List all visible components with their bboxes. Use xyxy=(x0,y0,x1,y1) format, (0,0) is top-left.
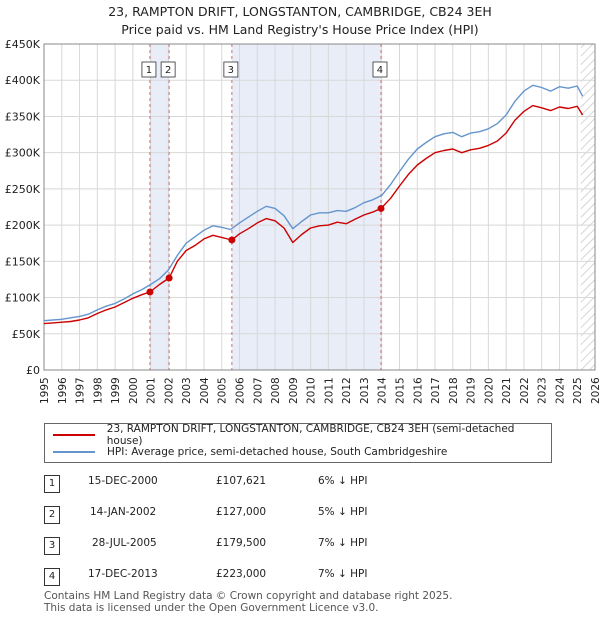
sale-price: £127,000 xyxy=(216,506,267,518)
sale-row: 2 14-JAN-2002 £127,000 5% ↓ HPI xyxy=(44,503,564,525)
x-tick-label: 2016 xyxy=(412,377,424,404)
x-tick-label: 2003 xyxy=(181,377,193,404)
forecast-hatch xyxy=(580,44,595,370)
x-tick-label: 2025 xyxy=(572,377,584,404)
hpi-line xyxy=(43,84,584,322)
sale-marker-box xyxy=(372,61,388,78)
x-tick-label: 2024 xyxy=(554,377,566,404)
x-tick-label: 2009 xyxy=(288,377,300,404)
x-tick-label: 2010 xyxy=(306,377,318,404)
x-tick-label: 2014 xyxy=(377,377,389,404)
sale-date: 28-JUL-2005 xyxy=(92,537,157,549)
sale-date: 14-JAN-2002 xyxy=(90,506,157,518)
sale-marker-box xyxy=(223,61,239,78)
x-tick-label: 2026 xyxy=(590,377,600,404)
sale-date: 17-DEC-2013 xyxy=(88,568,158,580)
legend-hpi-label: HPI: Average price, semi-detached house,… xyxy=(107,446,448,458)
y-tick-label: £350K xyxy=(5,110,41,123)
y-tick-label: £50K xyxy=(12,328,41,341)
sale-point xyxy=(146,288,154,296)
y-tick-label: £0 xyxy=(26,364,40,377)
sale-price: £179,500 xyxy=(216,537,267,549)
sale-badge: 2 xyxy=(44,506,60,524)
legend-property-label: 23, RAMPTON DRIFT, LONGSTANTON, CAMBRIDG… xyxy=(106,423,515,447)
y-tick-label: £450K xyxy=(5,38,41,51)
sale-hpi-diff: 6% ↓ HPI xyxy=(318,475,368,487)
x-tick-label: 2011 xyxy=(323,377,335,404)
sale-row: 3 28-JUL-2005 £179,500 7% ↓ HPI xyxy=(44,534,564,556)
x-tick-label: 2019 xyxy=(466,377,478,404)
y-tick-label: £100K xyxy=(5,292,41,305)
y-tick-label: £300K xyxy=(5,147,41,160)
sale-hpi-diff: 7% ↓ HPI xyxy=(318,568,368,580)
x-tick-label: 2018 xyxy=(448,377,460,404)
sale-badge: 4 xyxy=(44,568,60,586)
x-tick-label: 1995 xyxy=(39,377,51,404)
footer: Contains HM Land Registry data © Crown c… xyxy=(44,590,452,614)
y-tick-label: £400K xyxy=(5,74,41,87)
legend-item-property: 23, RAMPTON DRIFT, LONGSTANTON, CAMBRIDG… xyxy=(53,423,551,447)
x-tick-label: 1996 xyxy=(57,377,69,404)
chart-subtitle: Price paid vs. HM Land Registry's House … xyxy=(121,22,479,37)
sale-marker-label: 4 xyxy=(377,65,383,76)
x-tick-label: 2000 xyxy=(128,377,140,404)
property-price-line xyxy=(43,104,584,325)
x-tick-label: 2022 xyxy=(519,377,531,404)
sale-hpi-diff: 7% ↓ HPI xyxy=(318,537,368,549)
y-tick-label: £200K xyxy=(5,219,41,232)
x-tick-label: 2017 xyxy=(430,377,442,404)
sale-row: 4 17-DEC-2013 £223,000 7% ↓ HPI xyxy=(44,565,564,587)
x-tick-label: 2001 xyxy=(146,377,158,404)
footer-licence: This data is licensed under the Open Gov… xyxy=(44,602,379,614)
x-tick-label: 2013 xyxy=(359,377,371,404)
sale-price: £107,621 xyxy=(216,475,267,487)
y-tick-label: £250K xyxy=(5,183,41,196)
y-tick-label: £150K xyxy=(5,255,41,268)
sale-hpi-diff: 5% ↓ HPI xyxy=(318,506,368,518)
x-tick-label: 2021 xyxy=(501,377,513,404)
x-tick-label: 2002 xyxy=(163,377,175,404)
sale-row: 1 15-DEC-2000 £107,621 6% ↓ HPI xyxy=(44,472,564,494)
legend: 23, RAMPTON DRIFT, LONGSTANTON, CAMBRIDG… xyxy=(44,423,552,463)
x-tick-label: 2005 xyxy=(217,377,229,404)
x-tick-label: 2023 xyxy=(537,377,549,404)
sale-point xyxy=(228,236,236,244)
sale-marker-box xyxy=(141,61,157,78)
sale-date: 15-DEC-2000 xyxy=(88,475,158,487)
sale-marker-label: 1 xyxy=(146,65,152,76)
x-tick-label: 2006 xyxy=(235,377,247,404)
legend-item-hpi: HPI: Average price, semi-detached house,… xyxy=(53,444,447,460)
plot-frame xyxy=(43,43,596,371)
x-tick-label: 1999 xyxy=(110,377,122,404)
x-tick-label: 2007 xyxy=(252,377,264,404)
x-tick-label: 2004 xyxy=(199,377,211,404)
x-tick-label: 2012 xyxy=(341,377,353,404)
sale-price: £223,000 xyxy=(216,568,267,580)
price-chart: 1 2 3 4 £0 £50K £100K £150K £200K £250K £300K £350K… xyxy=(5,38,600,404)
legend-hpi-swatch xyxy=(53,451,95,453)
ownership-shade xyxy=(231,44,381,370)
x-tick-label: 2008 xyxy=(270,377,282,404)
ownership-shade xyxy=(149,44,170,370)
sale-point xyxy=(165,274,173,282)
x-tick-label: 1998 xyxy=(92,377,104,404)
sale-point xyxy=(377,204,385,212)
sale-badge: 1 xyxy=(44,475,60,493)
x-tick-label: 2020 xyxy=(483,377,495,404)
x-tick-label: 2015 xyxy=(394,377,406,404)
sale-badge: 3 xyxy=(44,537,60,555)
x-tick-label: 1997 xyxy=(75,377,87,404)
legend-property-swatch xyxy=(53,434,95,436)
sale-marker-box xyxy=(160,61,176,78)
footer-copyright: Contains HM Land Registry data © Crown c… xyxy=(44,590,453,602)
sale-marker-label: 3 xyxy=(228,65,234,76)
sale-marker-label: 2 xyxy=(165,65,171,76)
chart-title: 23, RAMPTON DRIFT, LONGSTANTON, CAMBRIDG… xyxy=(108,4,492,19)
